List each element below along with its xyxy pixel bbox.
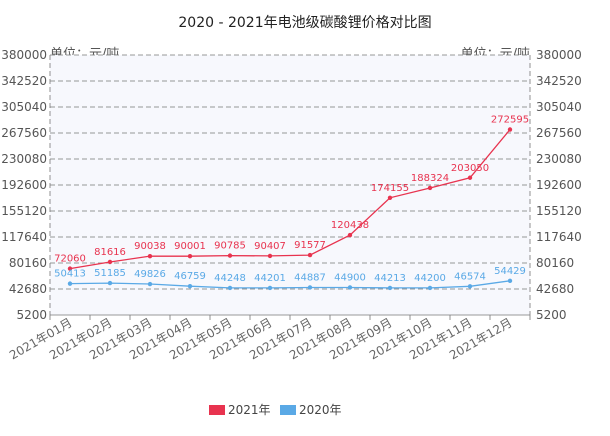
- y-tick-label-right: 117640: [536, 230, 582, 244]
- y-tick-label-left: 42680: [9, 282, 47, 296]
- data-point[interactable]: [107, 280, 113, 286]
- data-labels: 72060 81616 90038 90001 90785 90407 91577 12043…: [54, 115, 529, 284]
- data-point[interactable]: [107, 259, 113, 265]
- y-tick-label-right: 267560: [536, 126, 582, 140]
- data-point[interactable]: [347, 285, 353, 290]
- data-point[interactable]: [67, 281, 73, 286]
- legend-label: 2020年: [299, 403, 342, 417]
- y-tick-label-left: 117640: [1, 230, 47, 244]
- data-label: 90001: [174, 241, 206, 252]
- y-tick-label-left: 192600: [1, 178, 47, 192]
- y-tick-label-left: 230080: [1, 152, 47, 166]
- y-tick-label-right: 192600: [536, 178, 582, 192]
- data-label: 90038: [134, 241, 166, 252]
- data-point[interactable]: [387, 285, 393, 291]
- series-line-2020: [69, 280, 511, 289]
- y-tick-label-right: 305040: [536, 100, 582, 114]
- y-tick-label-left: 80160: [9, 256, 47, 270]
- data-label: 174155: [371, 183, 409, 194]
- y-tick-label-left: 155120: [1, 204, 47, 218]
- data-label: 44200: [414, 273, 446, 284]
- data-point[interactable]: [227, 253, 233, 258]
- data-point[interactable]: [467, 284, 473, 289]
- data-point[interactable]: [227, 285, 233, 291]
- series-line-2021: [69, 129, 511, 270]
- data-point[interactable]: [267, 285, 273, 291]
- data-label: 44900: [334, 272, 366, 283]
- data-label: 44201: [254, 273, 286, 284]
- data-label: 203050: [451, 163, 489, 174]
- y-tick-label-right: 80160: [536, 256, 574, 270]
- data-point[interactable]: [467, 175, 473, 180]
- data-point[interactable]: [347, 232, 353, 238]
- legend-swatch: [209, 405, 225, 415]
- data-label: 91577: [294, 240, 326, 251]
- data-point[interactable]: [187, 253, 193, 259]
- legend-swatch: [280, 405, 296, 415]
- y-tick-label-left: 5200: [16, 308, 47, 322]
- y-tick-label-right: 230080: [536, 152, 582, 166]
- data-point[interactable]: [67, 266, 73, 271]
- data-label: 50413: [54, 269, 86, 280]
- data-point[interactable]: [507, 278, 513, 284]
- data-label: 51185: [94, 268, 126, 279]
- data-label: 81616: [94, 247, 126, 258]
- y-tick-label-right: 380000: [536, 48, 582, 62]
- y-tick-label-left: 380000: [1, 48, 47, 62]
- data-point[interactable]: [147, 281, 153, 287]
- grid-lines: [49, 54, 531, 316]
- data-point[interactable]: [267, 253, 273, 259]
- chart-title: 2020 - 2021年电池级碳酸锂价格对比图: [178, 15, 431, 31]
- data-label: 44213: [374, 273, 406, 284]
- y-tick-label-left: 342520: [1, 74, 47, 88]
- data-point[interactable]: [427, 285, 433, 291]
- data-label: 120438: [331, 220, 369, 231]
- data-point[interactable]: [387, 195, 393, 200]
- data-point[interactable]: [307, 252, 313, 258]
- data-label: 46574: [454, 271, 486, 282]
- data-point[interactable]: [507, 127, 513, 132]
- data-label: 188324: [411, 173, 449, 184]
- data-label: 272595: [491, 115, 529, 126]
- data-label: 49826: [134, 269, 166, 280]
- series-group: [67, 127, 513, 291]
- legend[interactable]: 2021年 2020年: [209, 403, 342, 417]
- data-point[interactable]: [147, 253, 153, 259]
- data-label: 72060: [54, 254, 86, 265]
- data-label: 90407: [254, 241, 286, 252]
- data-label: 54429: [494, 266, 526, 277]
- data-label: 44248: [214, 273, 246, 284]
- data-point[interactable]: [307, 285, 313, 290]
- y-tick-label-right: 42680: [536, 282, 574, 296]
- data-label: 46759: [174, 271, 206, 282]
- data-label: 90785: [214, 241, 246, 252]
- data-point[interactable]: [427, 185, 433, 191]
- legend-label: 2021年: [228, 403, 271, 417]
- y-tick-label-right: 5200: [536, 308, 567, 322]
- y-tick-label-right: 155120: [536, 204, 582, 218]
- y-tick-label-left: 305040: [1, 100, 47, 114]
- data-point[interactable]: [187, 283, 193, 289]
- data-label: 44887: [294, 272, 326, 283]
- legend-item[interactable]: 2020年: [280, 403, 342, 417]
- y-tick-label-left: 267560: [1, 126, 47, 140]
- y-tick-label-right: 342520: [536, 74, 582, 88]
- legend-item[interactable]: 2021年: [209, 403, 271, 417]
